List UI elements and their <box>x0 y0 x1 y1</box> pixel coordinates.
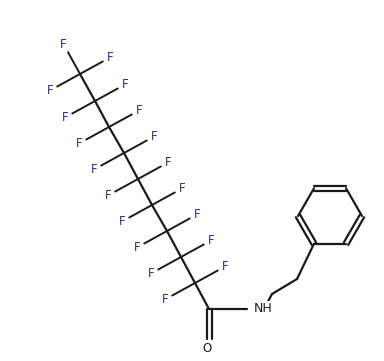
Text: F: F <box>119 215 126 228</box>
Text: F: F <box>136 104 142 117</box>
Text: F: F <box>164 156 171 169</box>
Text: F: F <box>151 130 157 143</box>
Text: F: F <box>162 293 169 306</box>
Text: F: F <box>194 208 200 221</box>
Text: F: F <box>134 241 141 254</box>
Text: F: F <box>91 163 98 176</box>
Text: F: F <box>106 51 113 64</box>
Text: F: F <box>121 78 128 91</box>
Text: NH: NH <box>254 303 273 316</box>
Text: O: O <box>202 342 212 355</box>
Text: F: F <box>105 189 111 202</box>
Text: F: F <box>207 234 214 247</box>
Text: F: F <box>179 182 185 195</box>
Text: F: F <box>60 38 67 51</box>
Text: F: F <box>62 111 68 124</box>
Text: F: F <box>222 260 228 273</box>
Text: F: F <box>76 137 83 150</box>
Text: F: F <box>47 84 53 97</box>
Text: F: F <box>148 267 154 280</box>
